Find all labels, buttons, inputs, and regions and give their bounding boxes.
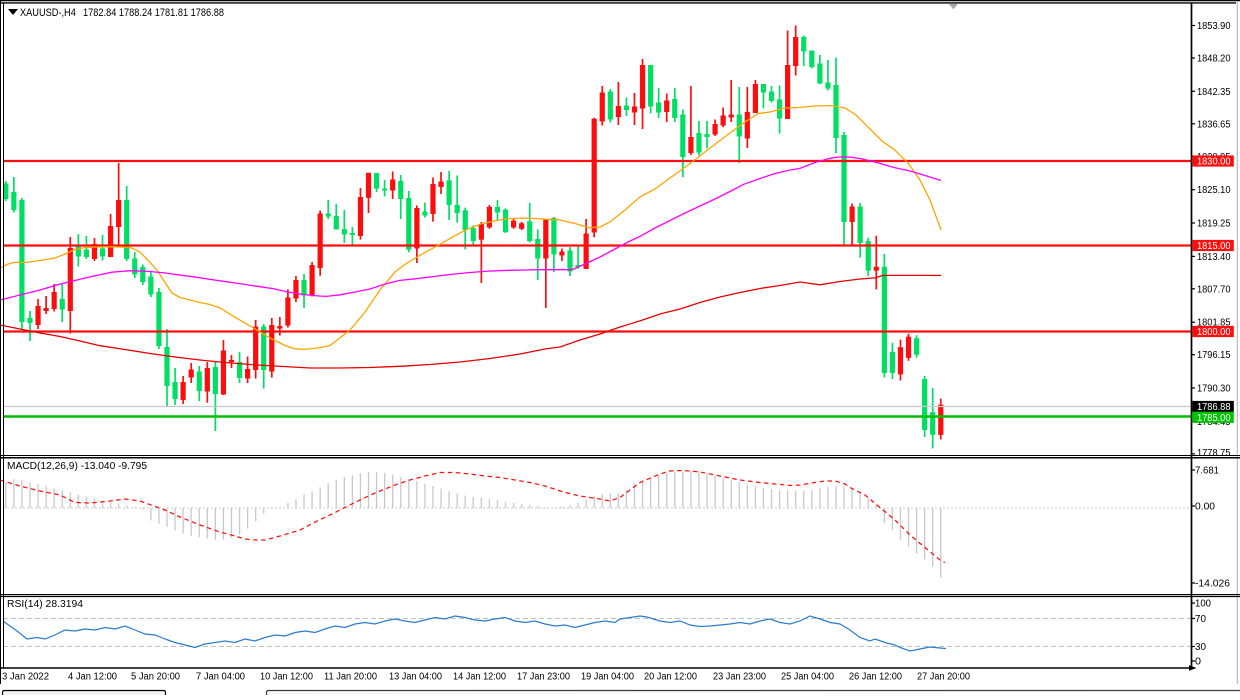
svg-text:3 Jan 2022: 3 Jan 2022 [2, 672, 49, 683]
svg-text:27 Jan 20:00: 27 Jan 20:00 [917, 672, 970, 683]
svg-text:1830.00: 1830.00 [1197, 157, 1231, 168]
svg-text:0: 0 [1195, 657, 1201, 668]
svg-text:100: 100 [1195, 599, 1211, 610]
svg-text:70: 70 [1195, 614, 1206, 625]
svg-text:1836.65: 1836.65 [1197, 119, 1231, 130]
svg-text:1813.40: 1813.40 [1197, 252, 1231, 263]
svg-text:1785.00: 1785.00 [1197, 413, 1231, 424]
svg-text:19 Jan 04:00: 19 Jan 04:00 [581, 672, 634, 683]
svg-text:1778.75: 1778.75 [1197, 448, 1231, 459]
svg-text:1815.00: 1815.00 [1197, 241, 1231, 252]
svg-text:1800.00: 1800.00 [1197, 327, 1231, 338]
svg-text:1807.70: 1807.70 [1197, 284, 1231, 295]
svg-text:XAUUSD-,H4 1782.84 1788.24 17: XAUUSD-,H4 1782.84 1788.24 1781.81 1786.… [20, 7, 224, 19]
svg-text:1825.10: 1825.10 [1197, 185, 1231, 196]
svg-text:14 Jan 12:00: 14 Jan 12:00 [453, 672, 506, 683]
svg-text:5 Jan 20:00: 5 Jan 20:00 [131, 672, 180, 683]
svg-text:13 Jan 04:00: 13 Jan 04:00 [389, 672, 442, 683]
svg-text:1786.88: 1786.88 [1197, 402, 1231, 413]
svg-text:30: 30 [1195, 642, 1206, 653]
svg-text:1819.25: 1819.25 [1197, 219, 1231, 230]
svg-text:1796.15: 1796.15 [1197, 350, 1231, 361]
svg-text:7 Jan 04:00: 7 Jan 04:00 [196, 672, 245, 683]
svg-text:RSI(14) 28.3194: RSI(14) 28.3194 [7, 599, 83, 610]
svg-text:0.00: 0.00 [1195, 502, 1215, 513]
svg-text:MACD(12,26,9) -13.040 -9.795: MACD(12,26,9) -13.040 -9.795 [7, 461, 147, 472]
svg-text:1801.85: 1801.85 [1197, 318, 1231, 329]
svg-text:17 Jan 23:00: 17 Jan 23:00 [517, 672, 570, 683]
svg-text:11 Jan 20:00: 11 Jan 20:00 [324, 672, 377, 683]
svg-text:4 Jan 12:00: 4 Jan 12:00 [68, 672, 117, 683]
svg-text:1790.30: 1790.30 [1197, 384, 1231, 395]
svg-text:25 Jan 04:00: 25 Jan 04:00 [781, 672, 834, 683]
svg-text:7.681: 7.681 [1195, 466, 1219, 477]
svg-text:26 Jan 12:00: 26 Jan 12:00 [849, 672, 902, 683]
svg-text:-14.026: -14.026 [1195, 579, 1230, 590]
svg-text:23 Jan 23:00: 23 Jan 23:00 [713, 672, 766, 683]
svg-text:1842.35: 1842.35 [1197, 87, 1231, 98]
svg-text:20 Jan 12:00: 20 Jan 12:00 [644, 672, 697, 683]
svg-text:1848.20: 1848.20 [1197, 54, 1231, 65]
svg-text:10 Jan 12:00: 10 Jan 12:00 [260, 672, 313, 683]
svg-text:1853.90: 1853.90 [1197, 21, 1231, 32]
